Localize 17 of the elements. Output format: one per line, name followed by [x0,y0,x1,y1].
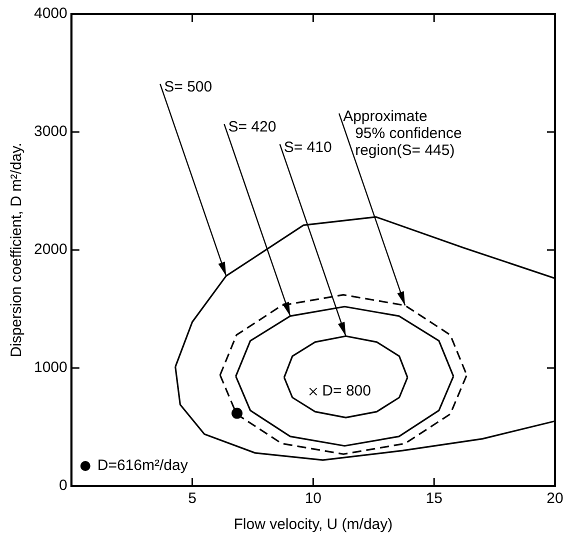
y-tick-label: 4000 [34,5,68,22]
annotation: Approximate 95% confidence region(S= 445) [343,108,462,160]
x-tick-label: 20 [546,490,564,508]
x-tick-label: 10 [304,490,322,508]
annotation: S= 410 [284,138,332,156]
x-axis-title: Flow velocity, U (m/day) [234,516,393,534]
y-axis-title: Dispersion coefficient, D m²/day. [8,142,26,358]
y-tick-label: 1000 [34,359,68,376]
x-tick-label: 15 [426,490,442,508]
data-label: D= 800 [322,382,371,400]
annotation: S= 500 [164,78,212,96]
y-tick-label: 2000 [34,241,68,258]
x-tick-label: 5 [188,490,196,508]
y-tick-label: 0 [59,477,68,494]
legend-label: D=616m²/day [97,457,188,474]
annotation: S= 420 [228,118,276,136]
y-tick-label: 3000 [34,123,68,140]
